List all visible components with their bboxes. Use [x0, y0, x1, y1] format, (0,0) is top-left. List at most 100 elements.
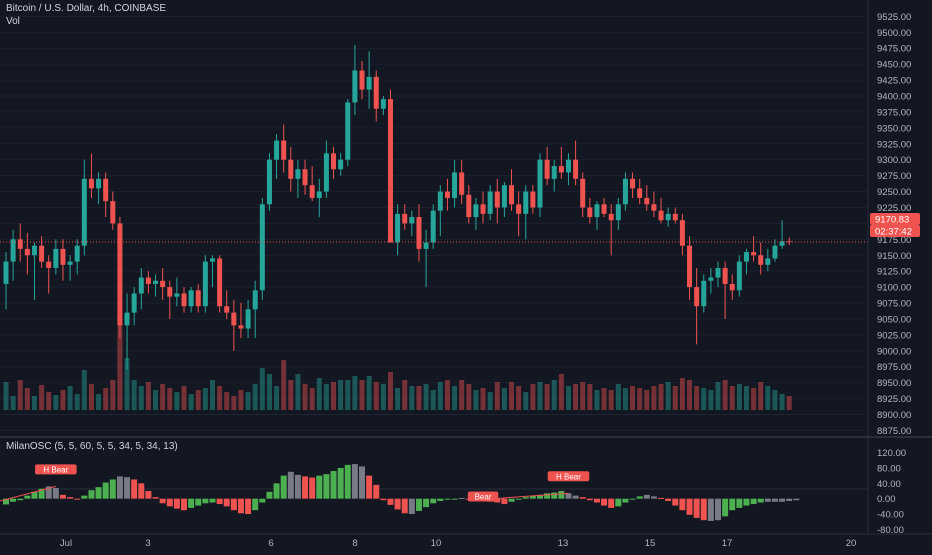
- oscillator-bar: [109, 479, 116, 499]
- candle-body: [473, 204, 479, 218]
- oscillator-bar: [743, 498, 750, 506]
- candle: [124, 293, 130, 370]
- oscillator-bar: [601, 498, 608, 506]
- volume-bar: [466, 384, 472, 410]
- volume-bar: [188, 394, 194, 410]
- candle: [651, 191, 657, 218]
- countdown-value: 02:37:42: [875, 227, 912, 238]
- candle-body: [359, 70, 365, 90]
- volume-legend[interactable]: Vol: [6, 16, 20, 27]
- volume-bar: [387, 372, 393, 410]
- candle-body: [544, 159, 550, 179]
- candle: [395, 204, 401, 256]
- oscillator-bar: [394, 498, 401, 510]
- candle: [259, 197, 265, 300]
- oscillator-histogram: [3, 464, 800, 521]
- candle-body: [516, 204, 522, 214]
- candle-body: [117, 223, 123, 326]
- price-tick-label: 8900.00: [877, 410, 911, 421]
- candle: [224, 290, 230, 319]
- candle-body: [302, 169, 308, 186]
- volume-bar: [672, 386, 678, 410]
- candle: [615, 197, 621, 230]
- volume-bar: [124, 358, 130, 410]
- candle: [145, 271, 151, 294]
- volume-bar: [765, 386, 771, 410]
- candle: [765, 248, 771, 272]
- oscillator-bar: [572, 495, 579, 499]
- oscillator-bar: [316, 475, 323, 499]
- candle: [331, 146, 337, 179]
- volume-bar: [501, 388, 507, 410]
- volume-bar: [551, 380, 557, 410]
- candle-body: [565, 159, 571, 173]
- volume-bar: [665, 382, 671, 410]
- candle: [231, 299, 237, 351]
- candle-body: [779, 241, 785, 246]
- oscillator-bar: [166, 498, 173, 507]
- candle-body: [3, 261, 9, 284]
- candle-body: [444, 191, 450, 198]
- candle: [202, 255, 208, 313]
- candle: [573, 140, 579, 186]
- oscillator-bar: [181, 498, 187, 511]
- time-axis[interactable]: Jul 3 6 8 10 13 15 17 20: [60, 538, 856, 549]
- volume-bar: [345, 380, 351, 410]
- divergence-label-text: H Bear: [556, 472, 581, 481]
- candle: [295, 159, 301, 198]
- candle: [473, 197, 479, 230]
- volume-bar: [259, 368, 265, 410]
- oscillator-scale[interactable]: 120.00 80.00 40.00 0.00 -40.00 -80.00: [877, 448, 906, 536]
- symbol-title[interactable]: Bitcoin / U.S. Dollar, 4h, COINBASE: [6, 3, 167, 14]
- oscillator-bar: [351, 464, 358, 499]
- candle-body: [729, 283, 735, 291]
- volume-bar: [167, 388, 173, 410]
- candle-body: [67, 261, 73, 265]
- volume-bar: [131, 380, 137, 410]
- candle-body: [281, 140, 287, 160]
- oscillator-bar: [245, 498, 252, 515]
- volume-bar: [224, 392, 230, 410]
- candle-body: [167, 287, 173, 297]
- oscillator-bar: [593, 498, 600, 503]
- candle-body: [124, 312, 130, 326]
- oscillator-legend[interactable]: MilanOSC (5, 5, 60, 5, 5, 34, 5, 34, 13): [6, 441, 178, 452]
- candle-body: [103, 178, 109, 202]
- candle-body: [558, 166, 564, 173]
- candle: [622, 172, 628, 211]
- oscillator-bar: [693, 498, 700, 518]
- volume-bar: [103, 388, 109, 410]
- candle: [701, 274, 707, 313]
- candle: [722, 261, 728, 319]
- candle: [729, 274, 735, 300]
- divergence-label: [467, 491, 499, 502]
- candle: [103, 172, 109, 218]
- volume-bar: [366, 376, 372, 410]
- price-tick-label: 9225.00: [877, 203, 911, 214]
- volume-bar: [202, 388, 208, 410]
- oscillator-bar: [116, 476, 123, 499]
- oscillator-bar: [458, 497, 465, 499]
- candle: [380, 96, 386, 116]
- candle: [24, 232, 30, 275]
- candle: [565, 153, 571, 186]
- candle-body: [459, 172, 465, 195]
- price-scale[interactable]: 9525.00 9500.00 9475.00 9450.00 9425.00 9400.…: [877, 12, 911, 437]
- candle: [587, 197, 593, 224]
- volume-bar: [430, 390, 436, 410]
- volume-bar: [530, 384, 536, 410]
- candle: [494, 178, 500, 224]
- volume-bar: [565, 386, 571, 410]
- candle-body: [209, 258, 215, 262]
- volume-bar: [444, 380, 450, 410]
- volume-bar: [138, 386, 144, 410]
- oscillator-bar: [10, 498, 17, 502]
- candle-body: [452, 172, 458, 198]
- price-tick-label: 8950.00: [877, 378, 911, 389]
- candle: [452, 159, 458, 208]
- volume-bar: [17, 380, 23, 410]
- volume-bar: [117, 314, 123, 410]
- volume-bar: [452, 386, 458, 410]
